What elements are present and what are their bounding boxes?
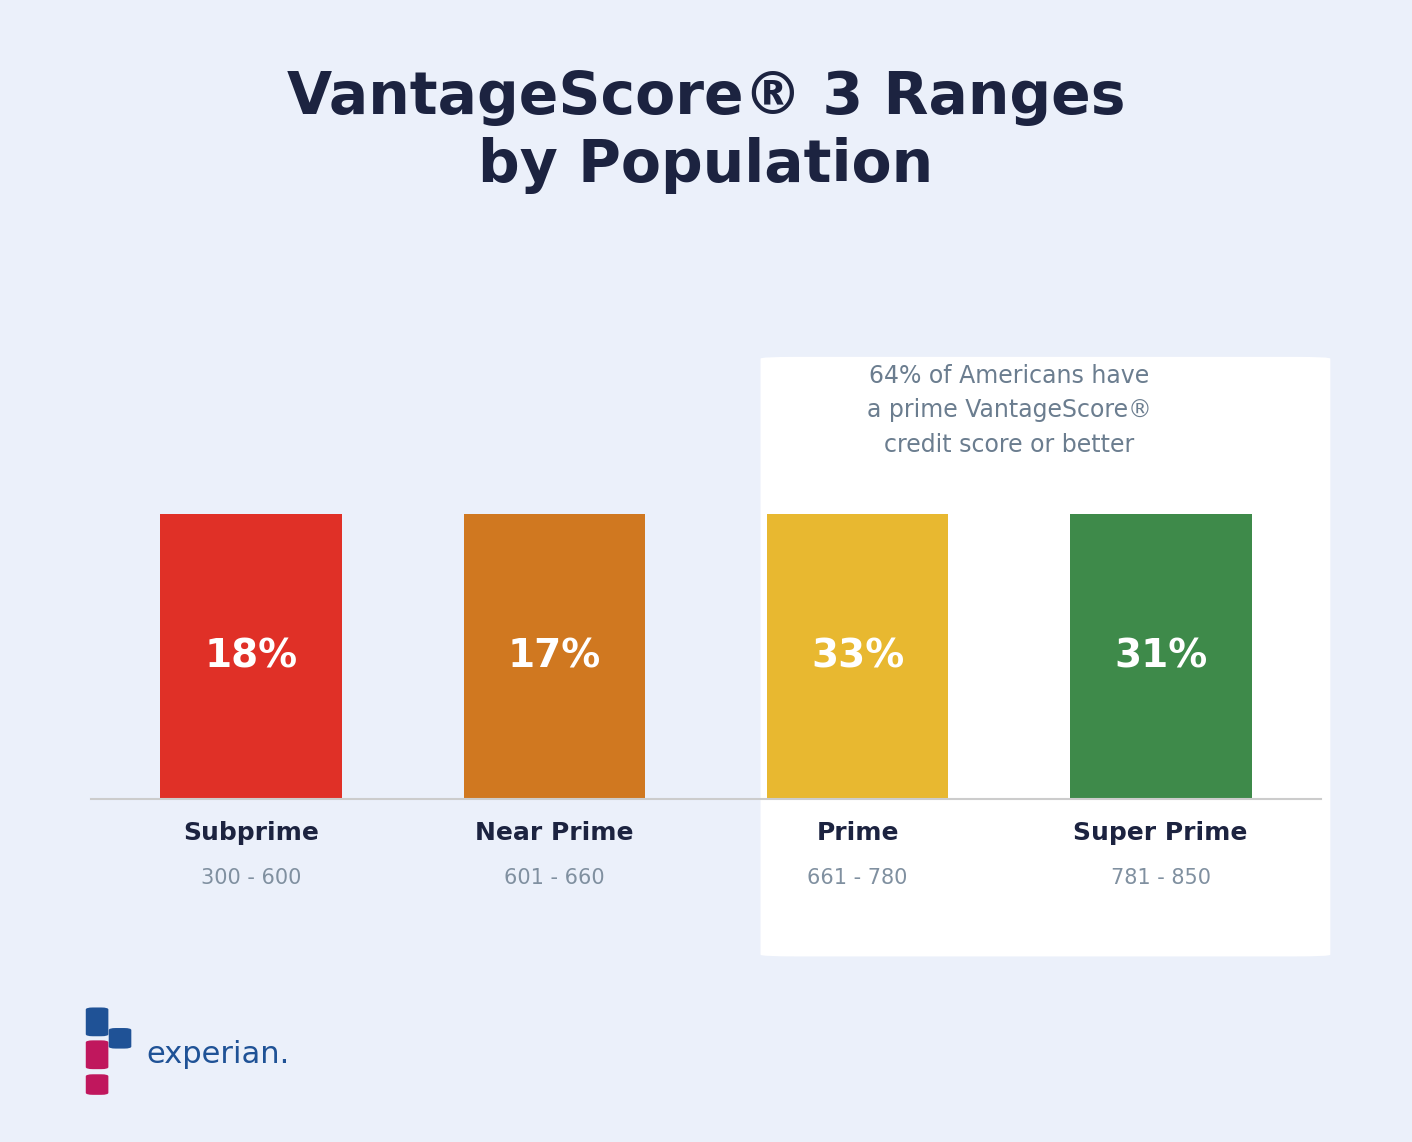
FancyBboxPatch shape [86,1040,109,1069]
Text: experian.: experian. [147,1040,289,1069]
Text: Near Prime: Near Prime [476,821,634,845]
Text: by Population: by Population [479,137,933,194]
FancyBboxPatch shape [86,1007,109,1036]
Text: VantageScore® 3 Ranges: VantageScore® 3 Ranges [287,69,1125,126]
Text: 781 - 850: 781 - 850 [1111,868,1210,888]
FancyBboxPatch shape [109,1028,131,1048]
FancyBboxPatch shape [161,514,342,799]
Text: 601 - 660: 601 - 660 [504,868,604,888]
FancyBboxPatch shape [761,356,1330,957]
FancyBboxPatch shape [767,514,949,799]
Text: 64% of Americans have
a prime VantageScore®
credit score or better: 64% of Americans have a prime VantageSco… [867,364,1151,457]
Text: Super Prime: Super Prime [1073,821,1248,845]
Text: Subprime: Subprime [184,821,319,845]
Text: 661 - 780: 661 - 780 [808,868,908,888]
Text: 300 - 600: 300 - 600 [202,868,302,888]
FancyBboxPatch shape [463,514,645,799]
FancyBboxPatch shape [86,1075,109,1095]
Text: 17%: 17% [508,637,602,676]
Text: 31%: 31% [1114,637,1207,676]
Text: Prime: Prime [816,821,899,845]
Text: 33%: 33% [810,637,904,676]
FancyBboxPatch shape [1070,514,1251,799]
Text: 18%: 18% [205,637,298,676]
